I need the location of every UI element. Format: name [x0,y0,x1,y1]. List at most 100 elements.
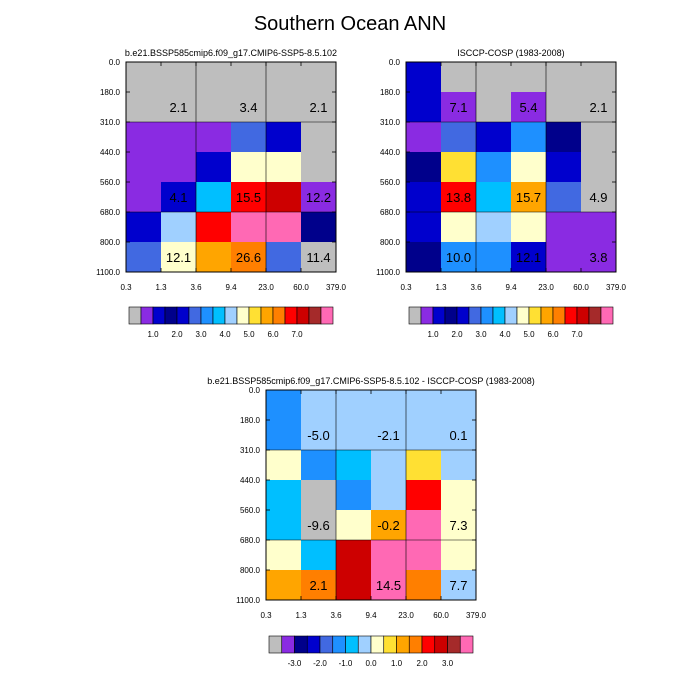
heatmap-cell [371,390,406,420]
heatmap-cell [581,212,616,242]
colorbar-label: 4.0 [499,330,511,339]
heatmap-cell [476,62,511,92]
colorbar-swatch [260,306,274,325]
colorbar-swatch [319,635,334,654]
colorbar-swatch [420,306,434,325]
x-tick-label: 0.3 [120,283,132,292]
heatmap-cell [546,122,581,152]
colorbar-swatch [480,306,494,325]
heatmap-cell [511,212,546,242]
heatmap-cell [196,152,231,182]
panels: b.e21.BSSP585cmip6.f09_g17.CMIP6-SSP5-8.… [96,48,626,668]
heatmap-cell [161,62,196,92]
heatmap-cell [231,122,266,152]
cell-value-label: 15.5 [236,190,261,205]
heatmap-cell [336,420,371,450]
panel-title: b.e21.BSSP585cmip6.f09_g17.CMIP6-SSP5-8.… [125,48,337,58]
x-tick-label: 23.0 [398,611,414,620]
colorbar-swatch [176,306,190,325]
heatmap-cell [371,450,406,480]
heatmap-cell [161,92,196,122]
cell-value-label: 12.2 [306,190,331,205]
heatmap-cell [511,152,546,182]
x-tick-label: 60.0 [573,283,589,292]
heatmap-cell [406,540,441,570]
heatmap-cell [301,242,336,272]
heatmap-cell [336,390,371,420]
heatmap-cell [581,182,616,212]
x-tick-label: 0.3 [400,283,412,292]
cell-value-label: 13.8 [446,190,471,205]
heatmap-cell [266,212,301,242]
colorbar-swatch [320,306,334,325]
heatmap-cell [441,92,476,122]
heatmap-cell [231,182,266,212]
cell-value-label: -0.2 [377,518,399,533]
colorbar-label: 1.0 [147,330,159,339]
colorbar-swatch [492,306,506,325]
colorbar-label: -1.0 [339,659,353,668]
heatmap-cell [406,62,441,92]
heatmap-cell [266,540,301,570]
colorbar-label: 7.0 [571,330,583,339]
heatmap-panel-2: ISCCP-COSP (1983-2008) 0.0 180.0 310.0 440.0… [376,48,626,339]
colorbar-swatch [459,635,474,654]
heatmap-cell [301,390,336,420]
cell-value-label: 4.1 [169,190,187,205]
heatmap-cell [231,92,266,122]
heatmap-cell [581,152,616,182]
cell-value-label: 12.1 [516,250,541,265]
heatmap-cell [301,152,336,182]
heatmap-cell [266,570,301,600]
x-tick-label: 23.0 [258,283,274,292]
heatmap-cell [441,242,476,272]
colorbar-swatch [268,635,283,654]
colorbar: 1.0 2.0 3.0 4.0 5.0 6.0 7.0 [128,306,334,339]
cell-value-label: 26.6 [236,250,261,265]
colorbar-swatch [516,306,530,325]
y-tick-label: 440.0 [380,148,401,157]
colorbar-label: 1.0 [427,330,439,339]
colorbar-label: -2.0 [313,659,327,668]
colorbar-swatch [600,306,614,325]
colorbar-label: 3.0 [475,330,487,339]
colorbar-swatch [188,306,202,325]
colorbar-swatch [272,306,286,325]
cell-value-label: 4.9 [589,190,607,205]
y-tick-label: 0.0 [109,58,121,67]
heatmap-cell [301,92,336,122]
heatmap-cell [581,92,616,122]
x-tick-label: 9.4 [505,283,517,292]
colorbar-swatch [294,635,308,654]
heatmap-cell [441,510,476,540]
y-tick-label: 0.0 [389,58,401,67]
heatmap-cell [476,92,511,122]
heatmap-cell [301,62,336,92]
colorbar-swatch [396,635,410,654]
heatmap-cell [231,212,266,242]
colorbar-swatch [370,635,385,654]
colorbar-label: 5.0 [243,330,255,339]
heatmap-cell [441,450,476,480]
figure-title: Southern Ocean ANN [254,13,446,35]
heatmap-cell [371,540,406,570]
cell-value-label: 0.1 [449,428,467,443]
x-tick-label: 379.0 [326,283,347,292]
y-tick-label: 1100.0 [376,268,400,277]
heatmap-cell [546,212,581,242]
cell-value-label: -5.0 [307,428,329,443]
colorbar-swatch [357,635,372,654]
heatmap-cell [476,242,511,272]
colorbar-swatch [383,635,397,654]
heatmap-cell [581,242,616,272]
heatmap-cell [126,242,161,272]
colorbar-swatch [552,306,566,325]
cell-value-label: 3.8 [589,250,607,265]
colorbar-swatch [421,635,436,654]
heatmap-cell [126,212,161,242]
heatmap-cell [301,212,336,242]
x-tick-label: 0.3 [260,611,272,620]
colorbar-label: 2.0 [171,330,183,339]
y-tick-label: 680.0 [240,536,261,545]
